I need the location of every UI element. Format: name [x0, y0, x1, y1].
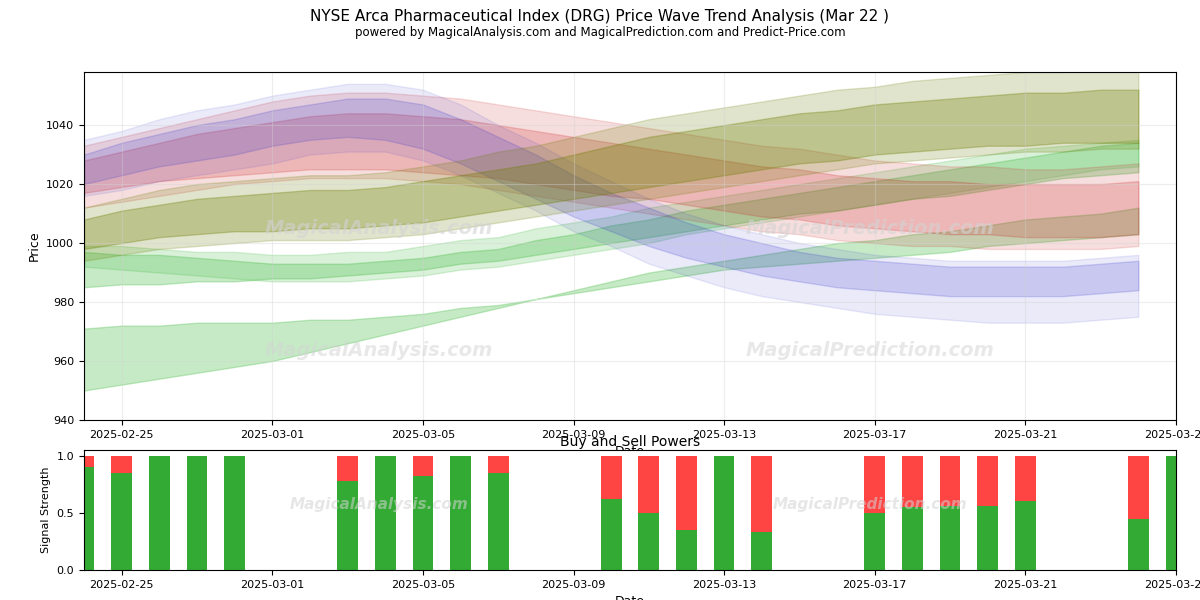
Bar: [1015, 456, 1036, 502]
X-axis label: Date: Date: [616, 445, 646, 458]
Bar: [902, 456, 923, 507]
Bar: [1165, 456, 1187, 570]
Y-axis label: Signal Strength: Signal Strength: [41, 467, 52, 553]
Bar: [902, 507, 923, 570]
Bar: [601, 499, 622, 570]
Bar: [638, 513, 659, 570]
Bar: [676, 530, 697, 570]
Bar: [112, 473, 132, 570]
Bar: [73, 467, 95, 570]
Bar: [450, 456, 470, 570]
Text: powered by MagicalAnalysis.com and MagicalPrediction.com and Predict-Price.com: powered by MagicalAnalysis.com and Magic…: [355, 26, 845, 39]
Bar: [1128, 456, 1148, 518]
Bar: [112, 456, 132, 473]
Bar: [864, 513, 886, 570]
Bar: [977, 456, 998, 506]
Bar: [864, 456, 886, 513]
Text: MagicalPrediction.com: MagicalPrediction.com: [746, 219, 995, 238]
X-axis label: Date: Date: [616, 595, 646, 600]
Bar: [751, 532, 772, 570]
Y-axis label: Price: Price: [28, 230, 41, 262]
Bar: [638, 456, 659, 513]
Bar: [940, 456, 960, 506]
Bar: [488, 473, 509, 570]
Bar: [149, 456, 169, 570]
Bar: [601, 456, 622, 499]
Text: MagicalPrediction.com: MagicalPrediction.com: [746, 341, 995, 360]
Bar: [977, 506, 998, 570]
Bar: [940, 506, 960, 570]
Bar: [488, 456, 509, 473]
Text: MagicalAnalysis.com: MagicalAnalysis.com: [265, 219, 493, 238]
Title: Buy and Sell Powers: Buy and Sell Powers: [560, 435, 700, 449]
Text: MagicalPrediction.com: MagicalPrediction.com: [773, 497, 967, 511]
Bar: [714, 456, 734, 570]
Text: MagicalAnalysis.com: MagicalAnalysis.com: [289, 497, 468, 511]
Bar: [337, 481, 358, 570]
Bar: [676, 456, 697, 530]
Bar: [1015, 502, 1036, 570]
Text: NYSE Arca Pharmaceutical Index (DRG) Price Wave Trend Analysis (Mar 22 ): NYSE Arca Pharmaceutical Index (DRG) Pri…: [311, 9, 889, 24]
Bar: [187, 456, 208, 570]
Bar: [73, 456, 95, 467]
Bar: [374, 456, 396, 570]
Text: MagicalAnalysis.com: MagicalAnalysis.com: [265, 341, 493, 360]
Bar: [337, 456, 358, 481]
Bar: [751, 456, 772, 532]
Bar: [413, 456, 433, 476]
Bar: [224, 456, 245, 570]
Bar: [413, 476, 433, 570]
Bar: [1128, 518, 1148, 570]
